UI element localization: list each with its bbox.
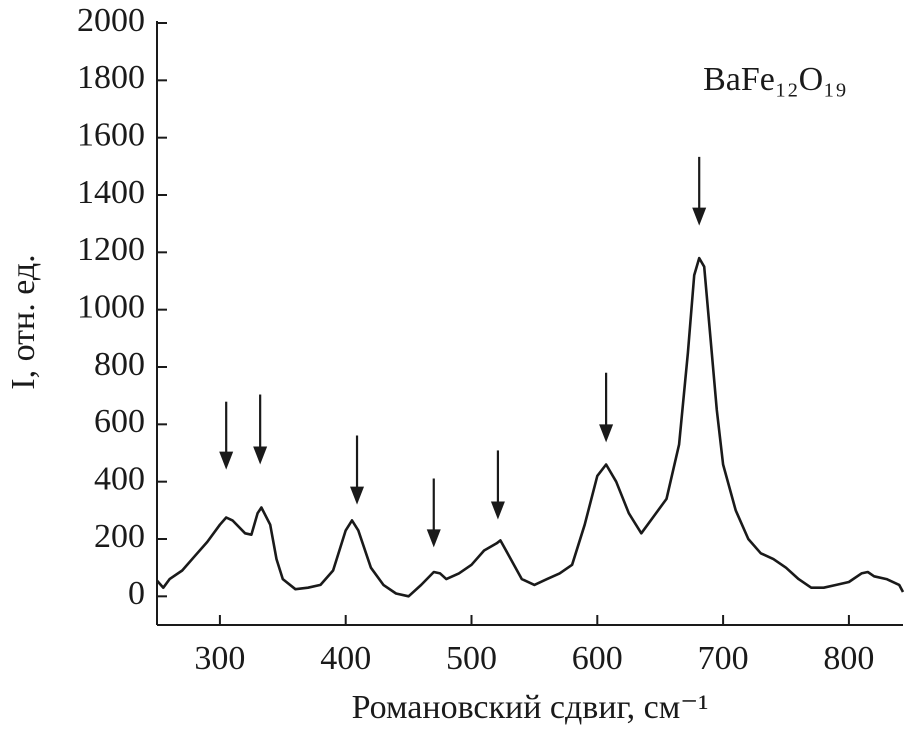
y-tick-label: 600 bbox=[94, 403, 145, 440]
annotation: BaFe₁₂O₁₉ bbox=[703, 61, 847, 98]
arrow-head bbox=[599, 424, 614, 443]
spectrum-line bbox=[156, 256, 905, 598]
y-tick-label: 0 bbox=[128, 575, 145, 612]
y-tick-label: 2000 bbox=[77, 2, 145, 39]
arrow-head bbox=[350, 486, 365, 505]
arrow-head bbox=[426, 529, 441, 548]
y-tick-label: 200 bbox=[94, 518, 145, 555]
y-tick-label: 800 bbox=[94, 346, 145, 383]
x-tick-label: 800 bbox=[823, 640, 874, 677]
y-tick-label: 1800 bbox=[77, 59, 145, 96]
x-tick-label: 600 bbox=[572, 640, 623, 677]
arrow-head bbox=[219, 451, 234, 470]
y-tick-label: 1400 bbox=[77, 174, 145, 211]
x-tick-label: 300 bbox=[194, 640, 245, 677]
x-tick-label: 400 bbox=[320, 640, 371, 677]
arrow-head bbox=[253, 446, 268, 465]
y-tick-label: 1600 bbox=[77, 116, 145, 153]
y-tick-label: 400 bbox=[94, 460, 145, 497]
arrow-head bbox=[692, 207, 707, 226]
y-tick-label: 1200 bbox=[77, 231, 145, 268]
x-tick-label: 700 bbox=[698, 640, 749, 677]
x-axis-label: Романовский сдвиг, см⁻¹ bbox=[352, 689, 709, 726]
arrow-head bbox=[490, 501, 505, 520]
y-axis-label: I, отн. ед. bbox=[5, 254, 42, 389]
y-tick-label: 1000 bbox=[77, 288, 145, 325]
x-tick-label: 500 bbox=[446, 640, 497, 677]
